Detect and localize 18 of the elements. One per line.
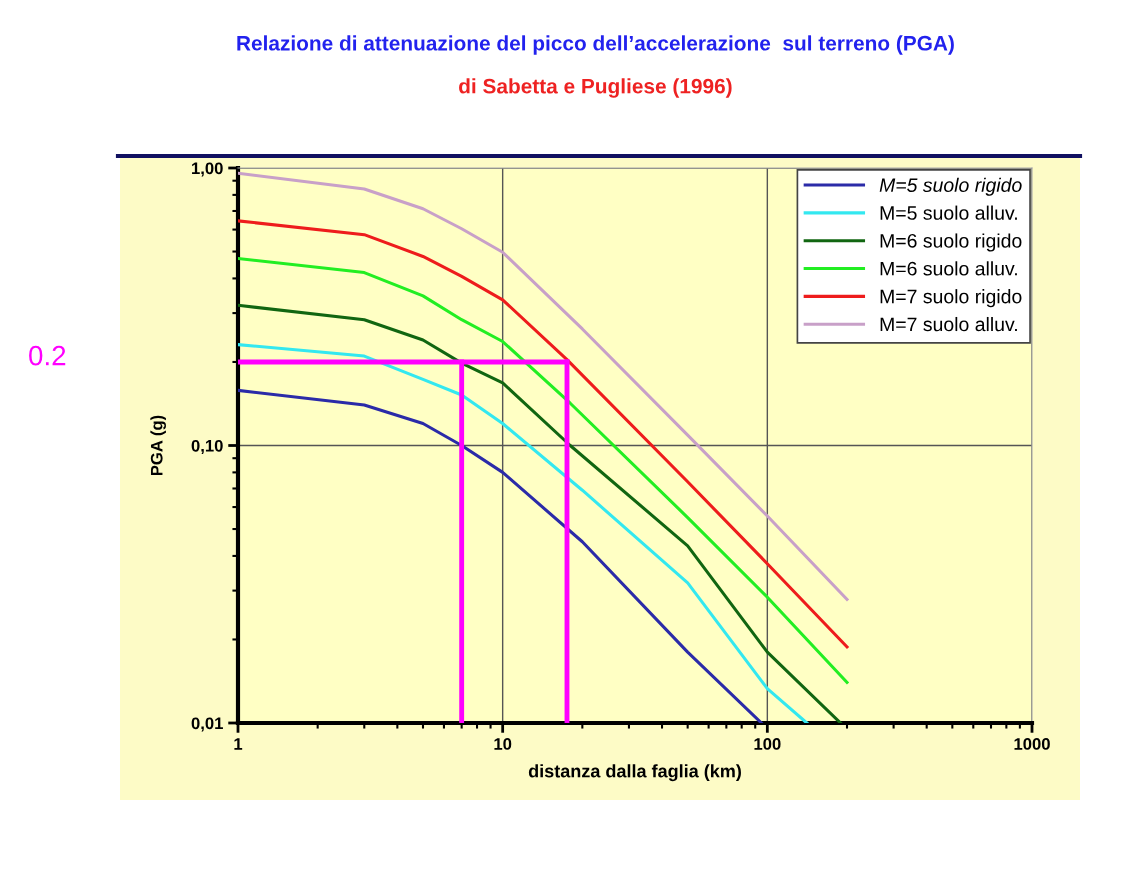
legend-label: M=7 suolo rigido [880,289,1022,308]
legend-label: M=7 suolo alluv. [880,316,1017,332]
y-tick-label: 0,01 [191,717,223,732]
legend-label: M=5 suolo rigido [879,177,1022,196]
chart-title: Relazione di attenuazione del picco dell’accelerazione sul terreno (PGA) [237,35,954,55]
x-tick-label: 10 [494,738,512,750]
y-axis-title: PGA (g) [150,415,166,476]
legend-label: M=5 suolo alluv. [880,205,1017,220]
text: 0.2 [29,345,66,366]
chart-subtitle: di Sabetta e Pugliese (1996) [459,78,732,98]
legend-label: M=6 suolo rigido [880,233,1022,252]
legend-label: M=6 suolo alluv. [880,261,1017,276]
y-tick-label: 0,10 [191,439,223,455]
x-tick-label: 100 [754,738,781,750]
x-tick-label: 1000 [1014,738,1050,750]
x-tick-label: 1 [234,738,243,750]
x-axis-title: distanza dalla faglia (km) [528,764,741,782]
y-tick-label: 1,00 [192,162,223,177]
